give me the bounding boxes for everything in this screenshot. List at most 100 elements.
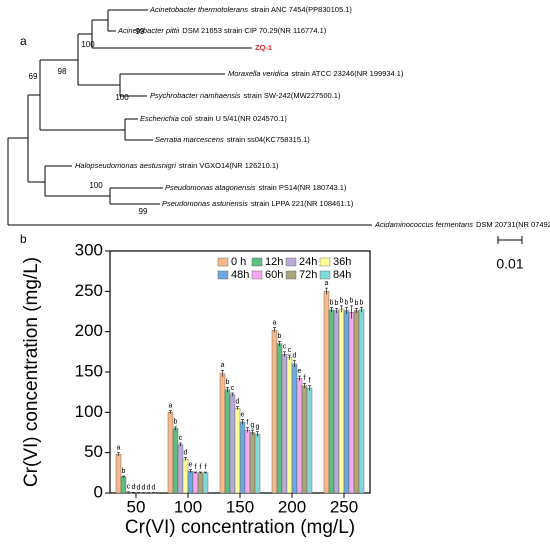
- strain: strain PS14(NR 180743.1): [258, 183, 346, 192]
- significance-letter: d: [147, 485, 151, 492]
- bar: [167, 412, 174, 494]
- species: Serratia marcescens: [155, 135, 224, 144]
- significance-letter: b: [345, 299, 349, 306]
- species: Escherichia coli: [140, 114, 192, 123]
- legend-label: 36h: [333, 256, 351, 268]
- strain: strain SW-242(MW227500.1): [243, 91, 340, 100]
- bootstrap: 100: [115, 93, 129, 102]
- y-tick-label: 150: [75, 361, 103, 380]
- species: Acidaminococcus fermentans: [374, 220, 473, 229]
- x-tick-label: 200: [278, 497, 306, 516]
- bar: [323, 291, 330, 494]
- significance-letter: a: [117, 445, 121, 452]
- species: Moraxella veridica: [228, 69, 288, 78]
- bar: [234, 408, 241, 494]
- strain: strain ANC 7454(PP830105.1): [251, 5, 352, 14]
- panel-label: b: [20, 232, 27, 246]
- significance-letter: f: [200, 464, 202, 471]
- species: ZQ-1: [255, 43, 272, 52]
- bar: [291, 363, 298, 494]
- significance-letter: b: [340, 298, 344, 305]
- strain: strain ATCC 23246(NR 199934.1): [291, 69, 404, 78]
- strain: strain U 5/41(NR 024570.1): [195, 114, 287, 123]
- legend-swatch: [251, 270, 263, 280]
- bar: [348, 312, 355, 494]
- bootstrap: 100: [89, 181, 103, 190]
- bar: [239, 421, 246, 494]
- significance-letter: f: [195, 464, 197, 471]
- bar: [333, 310, 340, 494]
- leaf-label: Pseudomonas asturiensis strain LPPA 221(N…: [162, 199, 354, 208]
- legend-label: 24h: [299, 256, 317, 268]
- bar: [249, 432, 256, 494]
- species: Acinetobacter pittii: [117, 26, 180, 35]
- leaf-label: Pseudomonas atagonensis strain PS14(NR 18…: [165, 183, 347, 192]
- legend-swatch: [251, 257, 263, 267]
- scale-label: 0.01: [496, 256, 523, 272]
- bar: [296, 378, 303, 494]
- species: Pseudomonas asturiensis: [162, 199, 248, 208]
- bootstrap: 99: [136, 27, 145, 36]
- significance-letter: g: [251, 422, 255, 429]
- significance-letter: d: [137, 484, 141, 491]
- significance-letter: b: [330, 299, 334, 306]
- legend-swatch: [217, 257, 229, 267]
- significance-letter: d: [152, 485, 156, 492]
- y-tick-label: 0: [94, 482, 103, 501]
- y-axis-title: Cr(VI) concentration (mg/L): [21, 257, 42, 487]
- bar: [276, 343, 283, 494]
- y-tick-label: 50: [84, 442, 103, 461]
- significance-letter: c: [283, 344, 287, 351]
- bar: [115, 454, 122, 494]
- significance-letter: d: [132, 484, 136, 491]
- bar: [281, 354, 288, 494]
- legend-label: 72h: [299, 269, 317, 281]
- bar: [254, 433, 261, 494]
- leaf-label: Acinetobacter pittii DSM 21653 strain CIP…: [117, 26, 327, 35]
- significance-letter: a: [221, 362, 225, 369]
- significance-letter: f: [304, 375, 306, 382]
- x-tick-label: 50: [127, 497, 146, 516]
- y-tick-label: 100: [75, 402, 103, 421]
- legend-label: 12h: [265, 256, 283, 268]
- strain: strain ss04(KC758315.1): [227, 135, 310, 144]
- strain: DSM 20731(NR 074928.1): [476, 220, 550, 229]
- significance-letter: c: [288, 347, 292, 354]
- leaf-label: Psychrobacter namhaensis strain SW-242(MW…: [150, 91, 341, 100]
- leaf-label: Acidaminococcus fermentans DSM 20731(NR 0…: [374, 220, 550, 229]
- significance-letter: d: [184, 449, 188, 456]
- bar: [219, 373, 226, 494]
- significance-letter: d: [236, 399, 240, 406]
- significance-letter: b: [360, 299, 364, 306]
- bar: [120, 476, 127, 494]
- x-axis-title: Cr(VI) concentration (mg/L): [125, 517, 355, 538]
- bootstrap: 69: [29, 72, 38, 81]
- significance-letter: b: [335, 300, 339, 307]
- significance-letter: a: [325, 280, 329, 287]
- bar: [177, 444, 184, 494]
- bar: [343, 310, 350, 494]
- leaf-label: Serratia marcescens strain ss04(KC758315.…: [155, 135, 310, 144]
- bar: [353, 310, 360, 494]
- significance-letter: b: [355, 300, 359, 307]
- bar: [271, 329, 278, 494]
- significance-letter: c: [179, 435, 183, 442]
- species: Halopseudomonas aestusnigri: [75, 161, 176, 170]
- significance-letter: d: [142, 485, 146, 492]
- significance-letter: e: [298, 368, 302, 375]
- bar: [197, 472, 204, 494]
- leaf-label: ZQ-1: [255, 43, 272, 52]
- legend-label: 0 h: [231, 256, 246, 268]
- x-tick-label: 250: [330, 497, 358, 516]
- tree: [7, 9, 523, 244]
- strain: strain LPPA 221(NR 108461.1): [251, 199, 354, 208]
- legend-label: 60h: [265, 269, 283, 281]
- bar: [229, 394, 236, 494]
- leaf-label: Moraxella veridica strain ATCC 23246(NR 1…: [228, 69, 404, 78]
- strain: strain VGXO14(NR 126210.1): [179, 161, 279, 170]
- significance-letter: b: [122, 468, 126, 475]
- bar: [358, 309, 365, 494]
- y-tick-label: 200: [75, 321, 103, 340]
- bar: [172, 428, 179, 494]
- bar: [187, 471, 194, 494]
